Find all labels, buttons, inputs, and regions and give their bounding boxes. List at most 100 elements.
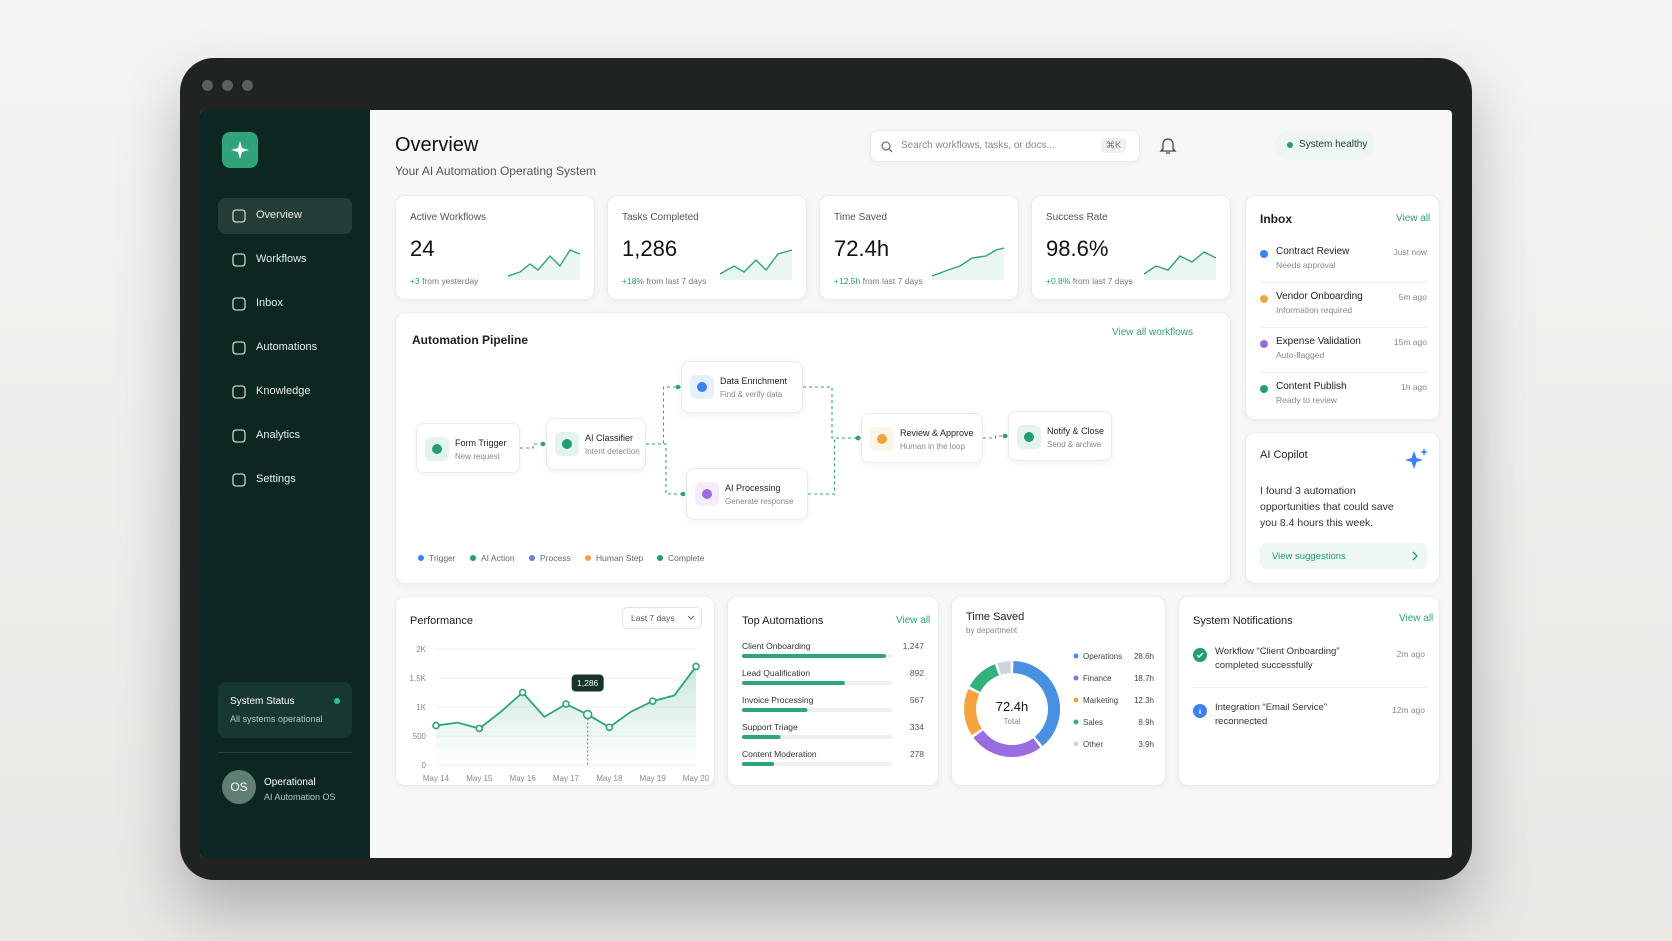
x-tick-label: May 14 [423, 774, 450, 783]
top-automations-link[interactable]: View all [896, 615, 931, 626]
system-status: System healthy [1299, 139, 1368, 150]
node-title: AI Classifier [585, 433, 634, 443]
inbox-item-subtitle: Ready to review [1276, 395, 1337, 405]
nav-icon [232, 341, 246, 355]
bar [742, 708, 808, 712]
legend-dot [585, 555, 591, 561]
inbox-item[interactable]: Vendor Onboarding Information required 5m … [1246, 287, 1441, 331]
inbox-item[interactable]: Expense Validation Auto-flagged 15m ago [1246, 332, 1441, 376]
status-title: System Status [230, 696, 295, 707]
legend-item: AI Action [470, 553, 515, 563]
chevron [1412, 551, 1418, 561]
node-icon [870, 427, 894, 451]
search-placeholder: Search workflows, tasks, or docs... [901, 140, 1055, 151]
pipeline-node[interactable]: AI Classifier Intent detection [546, 418, 646, 470]
graphic [507, 249, 581, 280]
pipeline-node[interactable]: Notify & Close Send & archive [1008, 411, 1112, 461]
copilot-message: I found 3 automation opportunities that … [1260, 485, 1394, 529]
legend-value: 8.9h [1138, 718, 1154, 727]
point [432, 721, 440, 730]
connector-dot [855, 435, 861, 441]
notification-icon [1193, 648, 1207, 662]
sparkle-icon [1405, 448, 1428, 469]
bar [742, 735, 781, 739]
y-tick-label: 2K [416, 645, 426, 654]
nav-icon [232, 253, 246, 267]
inbox-link[interactable]: View all [1396, 213, 1431, 224]
graphic [702, 489, 712, 499]
donut-total: 72.4h [996, 699, 1029, 714]
pipeline-card: Automation Pipeline View all workflows For… [395, 312, 1231, 584]
nav-item[interactable]: Overview [218, 198, 352, 234]
sparkline [507, 249, 581, 277]
bar [742, 681, 845, 685]
stat-delta-row: +3 from yesterday [410, 276, 478, 286]
sparkline-area [1144, 252, 1216, 280]
copilot-action-label: View suggestions [1272, 551, 1346, 562]
stat-note: from last 7 days [862, 276, 923, 286]
nav-label: Workflows [256, 253, 307, 265]
search-box[interactable]: Search workflows, tasks, or docs... ⌘K [870, 130, 1140, 162]
notifications-link[interactable]: View all [1399, 613, 1434, 624]
pipeline-node[interactable]: Review & Approve Human in the loop [861, 413, 983, 463]
inbox-item-time: 5m ago [1398, 292, 1427, 302]
search-icon [888, 148, 893, 153]
inbox-item[interactable]: Content Publish Ready to review 1h ago [1246, 377, 1441, 421]
point [605, 723, 614, 732]
pipeline-node[interactable]: Form Trigger New request [416, 423, 520, 473]
notification-time: 12m ago [1391, 705, 1425, 715]
bell-icon [1159, 138, 1177, 154]
pipeline-node[interactable]: AI Processing Generate response [686, 468, 808, 520]
stat-value: 24 [410, 236, 435, 261]
inbox-item[interactable]: Contract Review Needs approval Just now [1246, 242, 1441, 286]
notification-icon [1193, 704, 1207, 718]
sparkline [719, 249, 793, 275]
connector [983, 435, 1008, 439]
graphic [719, 249, 793, 280]
nav-label: Analytics [256, 429, 301, 441]
top-automations-title: Top Automations [742, 615, 824, 627]
node-title: Review & Approve [900, 428, 974, 438]
node-icon [425, 437, 449, 461]
logo-icon [231, 141, 249, 159]
x-tick-label: May 19 [640, 774, 667, 783]
inbox-item-time: 15m ago [1393, 337, 1427, 347]
node-title: Data Enrichment [720, 376, 788, 386]
sparkline [931, 247, 1005, 277]
inbox-item-title: Vendor Onboarding [1276, 291, 1363, 302]
nav-item[interactable]: Inbox [218, 286, 352, 322]
donut-total-label: Total [1004, 717, 1021, 726]
inbox-item-title: Expense Validation [1276, 336, 1361, 347]
nav-item[interactable]: Workflows [218, 242, 352, 278]
graphic [232, 385, 246, 399]
pipeline-link[interactable]: View all workflows [1112, 327, 1193, 338]
node-subtitle: Human in the loop [900, 442, 965, 451]
legend-dot [418, 555, 424, 561]
nav-item[interactable]: Automations [218, 330, 352, 366]
graphic [1412, 551, 1418, 561]
range-select[interactable]: Last 7 days [622, 607, 702, 629]
nav-label: Knowledge [256, 385, 311, 397]
bar-value-label: 567 [910, 695, 924, 705]
system-status-pill[interactable]: System healthy [1275, 130, 1375, 160]
graphic: 0 500 1K 1.5K 2K May 14 May 15 May 16 May 17 May … [410, 645, 710, 783]
node-icon-glyph [877, 434, 887, 444]
sparkline-area [932, 248, 1004, 280]
donut-segment [964, 688, 983, 736]
node-icon [1017, 425, 1041, 449]
nav-item[interactable]: Knowledge [218, 374, 352, 410]
legend-item: Process [529, 553, 571, 563]
connector-dot [1002, 433, 1008, 439]
node-icon-glyph [697, 382, 707, 392]
nav-item[interactable]: Analytics [218, 418, 352, 454]
window-dot [202, 80, 213, 91]
copilot-action[interactable]: View suggestions [1260, 543, 1427, 569]
inbox-dot [1260, 385, 1268, 393]
stat-delta: +12.5h [834, 276, 861, 286]
pipeline-node[interactable]: Data Enrichment Find & verify data [681, 361, 803, 413]
stat-delta-row: +18% from last 7 days [622, 276, 706, 286]
nav-item[interactable]: Settings [218, 462, 352, 498]
legend-label: Operations [1083, 652, 1122, 661]
sparkline-area [508, 250, 580, 280]
